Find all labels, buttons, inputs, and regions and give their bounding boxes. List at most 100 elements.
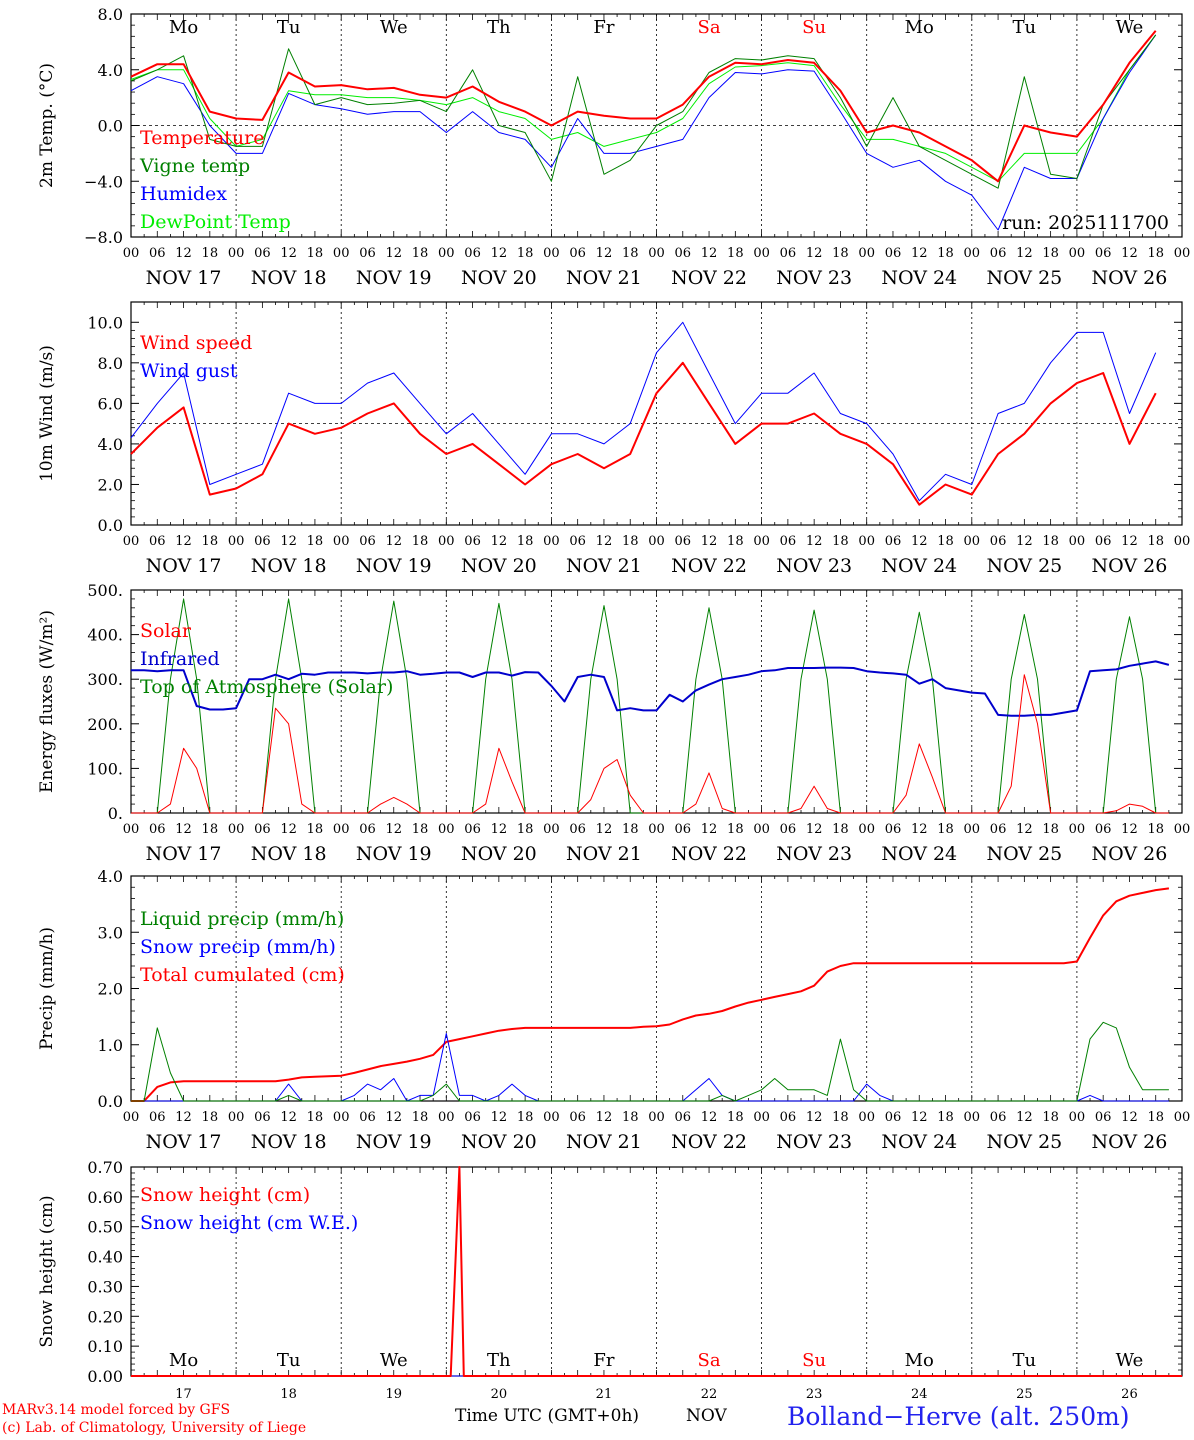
y-axis-label: Snow height (cm) — [37, 1195, 57, 1347]
date-label: NOV 23 — [776, 843, 852, 865]
date-label: NOV 22 — [671, 267, 747, 289]
date-label: NOV 17 — [146, 267, 222, 289]
y-tick-label: 0.50 — [87, 1218, 123, 1237]
hour-tick-label: 18 — [937, 1110, 954, 1125]
y-tick-label: −4.0 — [84, 172, 123, 191]
y-tick-label: 0.10 — [87, 1337, 123, 1356]
hour-tick-label: 00 — [1069, 822, 1086, 837]
hour-tick-label: 12 — [280, 822, 297, 837]
hour-tick-label: 12 — [596, 822, 613, 837]
hour-tick-label: 12 — [385, 1110, 402, 1125]
y-tick-label: 100. — [87, 759, 123, 778]
date-label: NOV 17 — [146, 843, 222, 865]
legend-entry: Top of Atmosphere (Solar) — [140, 676, 393, 698]
y-tick-label: −8.0 — [84, 228, 123, 247]
hour-tick-label: 06 — [254, 534, 271, 549]
hour-tick-label: 06 — [675, 1110, 692, 1125]
hour-tick-label: 06 — [149, 1110, 166, 1125]
hour-tick-label: 18 — [412, 534, 429, 549]
day-number-label: 22 — [701, 1387, 718, 1402]
legend-entry: Humidex — [140, 183, 227, 205]
hour-tick-label: 00 — [123, 246, 140, 261]
hour-tick-label: 18 — [937, 822, 954, 837]
hour-tick-label: 12 — [911, 534, 928, 549]
hour-tick-label: 00 — [228, 1110, 245, 1125]
y-axis-label: Precip (mm/h) — [37, 927, 57, 1050]
hour-tick-label: 06 — [464, 822, 481, 837]
legend-entry: Snow precip (mm/h) — [140, 936, 336, 958]
day-number-label: 24 — [911, 1387, 928, 1402]
hour-tick-label: 06 — [149, 246, 166, 261]
hour-tick-label: 06 — [569, 246, 586, 261]
y-tick-label: 0.0 — [98, 516, 123, 535]
date-label: NOV 24 — [881, 555, 957, 577]
legend-entry: Liquid precip (mm/h) — [140, 908, 344, 930]
hour-tick-label: 06 — [254, 246, 271, 261]
hour-tick-label: 00 — [333, 1110, 350, 1125]
y-tick-label: 500. — [87, 581, 123, 600]
day-label: Tu — [277, 1350, 301, 1371]
hour-tick-label: 00 — [648, 1110, 665, 1125]
hour-tick-label: 00 — [753, 246, 770, 261]
hour-tick-label: 06 — [1095, 1110, 1112, 1125]
date-label: NOV 18 — [251, 267, 327, 289]
y-tick-label: 400. — [87, 626, 123, 645]
hour-tick-label: 00 — [123, 1110, 140, 1125]
hour-tick-label: 00 — [438, 1110, 455, 1125]
hour-tick-label: 06 — [885, 822, 902, 837]
day-label: Su — [802, 1350, 826, 1371]
hour-tick-label: 12 — [175, 534, 192, 549]
series-liquid-precip-mm-h- — [131, 1021, 1169, 1102]
hour-tick-label: 06 — [464, 1110, 481, 1125]
panel-snow: 0.00 0.10 0.20 0.30 0.40 0.50 0.60 0.70 Snow hei… — [37, 1158, 1183, 1402]
date-label: NOV 19 — [356, 1131, 432, 1153]
hour-tick-label: 18 — [727, 822, 744, 837]
y-tick-label: 1.0 — [98, 1036, 123, 1055]
panel-temperature: 8.0 4.0 0.0 −4.0 −8.0 2m Temp. (°C) Temperatur… — [37, 5, 1190, 289]
hour-tick-label: 12 — [806, 246, 823, 261]
y-tick-label: 0.20 — [87, 1307, 123, 1326]
y-tick-label: 0.0 — [98, 1092, 123, 1111]
day-label: Th — [487, 17, 511, 38]
date-label: NOV 20 — [461, 1131, 537, 1153]
hour-tick-label: 12 — [806, 534, 823, 549]
hour-tick-label: 00 — [1174, 534, 1191, 549]
hour-tick-label: 18 — [832, 246, 849, 261]
date-label: NOV 18 — [251, 555, 327, 577]
hour-tick-label: 06 — [1095, 246, 1112, 261]
date-label: NOV 26 — [1092, 267, 1168, 289]
month-label: NOV — [686, 1406, 727, 1426]
hour-tick-label: 06 — [675, 246, 692, 261]
day-number-label: 17 — [175, 1387, 192, 1402]
series-humidex — [130, 34, 1157, 231]
date-label: NOV 23 — [776, 555, 852, 577]
hour-tick-label: 12 — [701, 1110, 718, 1125]
hour-tick-label: 00 — [228, 534, 245, 549]
date-label: NOV 22 — [671, 843, 747, 865]
day-label: Tu — [277, 17, 301, 38]
y-tick-label: 0.60 — [87, 1188, 123, 1207]
hour-tick-label: 12 — [596, 246, 613, 261]
y-tick-label: 0.00 — [87, 1367, 123, 1386]
hour-tick-label: 00 — [964, 822, 981, 837]
day-number-label: 25 — [1016, 1387, 1033, 1402]
hour-tick-label: 18 — [727, 246, 744, 261]
y-tick-label: 4.0 — [98, 61, 123, 80]
hour-tick-label: 12 — [175, 246, 192, 261]
hour-tick-label: 18 — [1042, 534, 1059, 549]
hour-tick-label: 12 — [701, 822, 718, 837]
hour-tick-label: 12 — [1121, 822, 1138, 837]
day-label: We — [380, 17, 408, 38]
hour-tick-label: 18 — [622, 1110, 639, 1125]
y-axis-label: Energy fluxes (W/m²) — [37, 610, 57, 793]
hour-tick-label: 12 — [1121, 534, 1138, 549]
date-label: NOV 25 — [986, 843, 1062, 865]
series-total-cumulated-cm- — [131, 887, 1170, 1102]
legend-entry: Total cumulated (cm) — [140, 964, 345, 986]
day-number-label: 20 — [491, 1387, 508, 1402]
day-label: Sa — [698, 17, 721, 38]
hour-tick-label: 00 — [753, 822, 770, 837]
hour-tick-label: 00 — [753, 534, 770, 549]
y-tick-label: 0.0 — [98, 117, 123, 136]
panel-wind: 0.0 2.0 4.0 6.0 8.0 10.0 10m Wind (m/s) Wind sp… — [37, 301, 1191, 577]
